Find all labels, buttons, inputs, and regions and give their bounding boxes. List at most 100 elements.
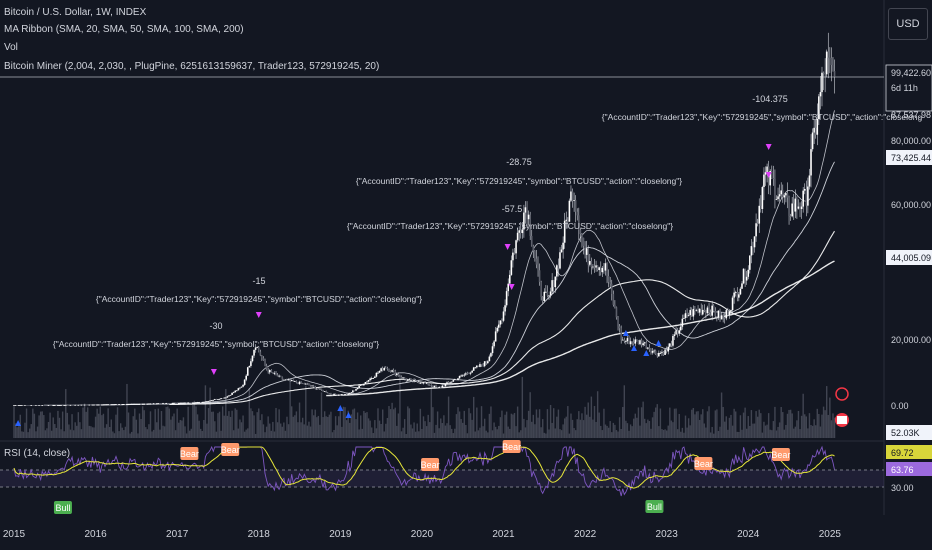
volume-bar	[210, 411, 213, 438]
volume-bar	[724, 421, 726, 438]
candle-body	[204, 401, 207, 403]
volume-bar	[659, 408, 662, 438]
candle-body	[515, 240, 517, 254]
candle-body	[240, 386, 243, 388]
candle-body	[259, 351, 262, 356]
volume-bar	[727, 429, 729, 438]
candle-body	[352, 390, 354, 393]
volume-bar	[55, 427, 58, 438]
candle-body	[681, 318, 684, 327]
volume-bar	[815, 425, 817, 438]
volume-bar	[665, 430, 668, 438]
candle-body	[778, 194, 781, 197]
candle-body	[215, 399, 218, 400]
candle-body	[389, 371, 392, 372]
volume-bar	[642, 401, 644, 438]
x-tick-label: 2019	[329, 529, 352, 540]
volume-bar	[592, 419, 594, 438]
volume-legend[interactable]: Vol	[4, 42, 18, 53]
rsi-legend[interactable]: RSI (14, close)	[4, 448, 71, 459]
candle-body	[22, 405, 25, 406]
candle-body	[824, 72, 826, 75]
candle-body	[708, 307, 710, 312]
volume-bar	[201, 430, 203, 438]
candle-body	[30, 405, 33, 406]
candle-body	[424, 382, 426, 384]
volume-bar	[617, 431, 619, 438]
volume-bar	[504, 414, 506, 438]
volume-bar	[112, 431, 114, 438]
candle-body	[733, 292, 735, 298]
candle-body	[107, 404, 109, 406]
candle-body	[581, 234, 583, 238]
candle-body	[692, 308, 695, 317]
candle-body	[720, 315, 723, 320]
candle-body	[391, 370, 393, 372]
volume-bar	[327, 416, 329, 438]
volume-bar	[719, 426, 721, 438]
bear-signal-label: Bear	[180, 449, 199, 459]
volume-bar	[156, 422, 158, 438]
candle-body	[596, 265, 599, 271]
volume-bar	[805, 416, 808, 438]
candle-body	[148, 403, 150, 405]
volume-bar	[778, 422, 781, 438]
volume-bar	[709, 432, 712, 438]
candle-body	[697, 310, 699, 313]
volume-bar	[749, 425, 751, 438]
candle-body	[631, 341, 633, 343]
candle-body	[734, 292, 737, 293]
candle-body	[316, 388, 318, 390]
volume-bar	[372, 433, 374, 438]
volume-bar	[730, 414, 732, 438]
volume-bar	[598, 412, 600, 438]
volume-bar	[499, 417, 502, 438]
candle-body	[606, 263, 608, 277]
miner-legend[interactable]: Bitcoin Miner (2,004, 2,030, , PlugPine,…	[4, 61, 380, 72]
candle-body	[618, 326, 621, 329]
volume-bar	[336, 425, 338, 438]
volume-bar	[446, 423, 448, 438]
volume-bar	[290, 406, 293, 438]
candle-body	[146, 403, 149, 405]
candle-body	[35, 405, 37, 406]
volume-bar	[167, 406, 169, 438]
candle-body	[670, 343, 673, 346]
candle-body	[69, 404, 72, 406]
candle-body	[157, 403, 160, 405]
candle-body	[85, 404, 87, 406]
volume-bar	[422, 416, 425, 438]
volume-bar	[110, 419, 112, 438]
time-axis[interactable]: 2015 2016 2017 2018 2019 2020 2021 2022 2023 2024…	[3, 529, 842, 540]
candle-body	[777, 196, 779, 199]
candle-body	[813, 127, 815, 133]
candle-body	[414, 379, 417, 381]
volume-bar	[488, 413, 491, 438]
volume-bar	[502, 433, 505, 438]
candle-body	[698, 308, 701, 313]
volume-bar	[344, 407, 346, 438]
candle-body	[593, 266, 596, 268]
candle-body	[775, 198, 778, 200]
volume-bar	[152, 429, 155, 438]
volume-bar	[669, 407, 671, 438]
volume-bar	[556, 416, 558, 438]
candle-body	[174, 402, 177, 404]
alert-icon[interactable]	[835, 387, 849, 401]
candle-body	[678, 330, 681, 334]
candle-body	[36, 405, 39, 406]
volume-bar	[397, 413, 400, 438]
candle-body	[253, 349, 255, 356]
candle-body	[560, 249, 563, 253]
candle-body	[162, 403, 164, 404]
trade-markers	[15, 144, 772, 426]
candle-body	[32, 405, 34, 406]
candle-body	[419, 382, 422, 384]
volume-bar	[178, 422, 180, 438]
currency-button[interactable]: USD	[888, 8, 928, 40]
volume-bar	[68, 424, 70, 438]
volume-bar	[578, 411, 580, 438]
ma-ribbon-legend[interactable]: MA Ribbon (SMA, 20, SMA, 50, SMA, 100, S…	[4, 24, 244, 35]
sell-marker	[765, 172, 772, 178]
